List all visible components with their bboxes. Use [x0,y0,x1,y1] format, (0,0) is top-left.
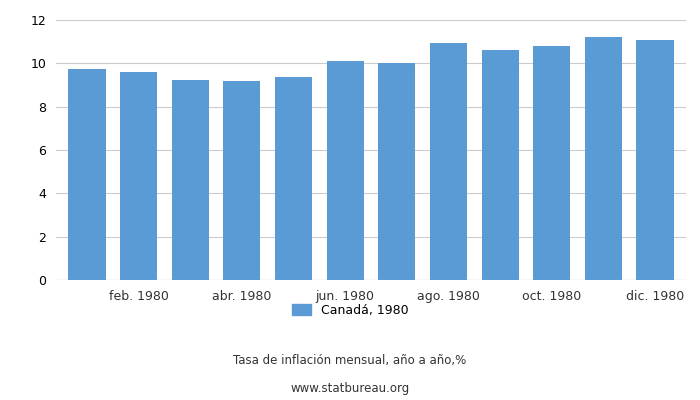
Bar [120,72,158,280]
Bar [69,69,106,280]
Bar [275,78,312,280]
Bar [430,43,467,280]
Bar [584,37,622,280]
Bar [223,81,260,280]
Bar [482,50,519,280]
Bar [172,80,209,280]
Text: Tasa de inflación mensual, año a año,%: Tasa de inflación mensual, año a año,% [233,354,467,367]
Bar [327,61,364,280]
Legend: Canadá, 1980: Canadá, 1980 [287,299,413,322]
Bar [636,40,673,280]
Bar [533,46,570,280]
Text: www.statbureau.org: www.statbureau.org [290,382,410,395]
Bar [378,63,415,280]
